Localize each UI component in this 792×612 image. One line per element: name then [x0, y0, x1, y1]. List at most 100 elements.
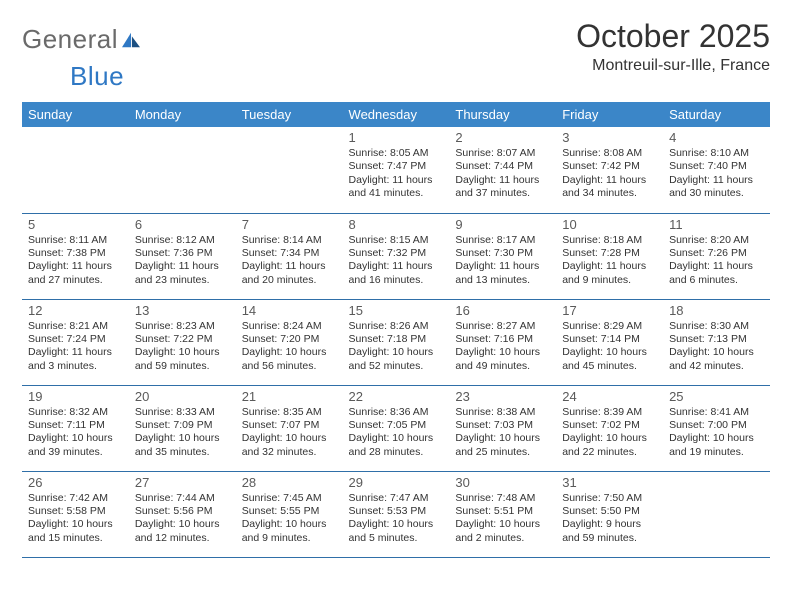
sunset-text: Sunset: 7:18 PM	[349, 333, 444, 346]
sunrise-text: Sunrise: 7:45 AM	[242, 492, 337, 505]
calendar-cell: 25 Sunrise: 8:41 AMSunset: 7:00 PMDayligh…	[663, 385, 770, 471]
calendar-cell-empty	[129, 127, 236, 213]
daylight-text: Daylight: 10 hours and 5 minutes.	[349, 518, 444, 545]
calendar-cell: 24Sunrise: 8:39 AMSunset: 7:02 PMDayligh…	[556, 385, 663, 471]
sunrise-text: Sunrise: 7:48 AM	[455, 492, 550, 505]
logo: General	[22, 18, 144, 55]
daylight-text: Daylight: 10 hours and 49 minutes.	[455, 346, 550, 373]
day-number: 17	[562, 303, 657, 318]
day-info: Sunrise: 8:38 AMSunset: 7:03 PMDaylight:…	[455, 406, 550, 460]
daylight-text: Daylight: 10 hours and 59 minutes.	[135, 346, 230, 373]
day-info: Sunrise: 8:15 AMSunset: 7:32 PMDaylight:…	[349, 234, 444, 288]
daylight-text: Daylight: 10 hours and 19 minutes.	[669, 432, 764, 459]
day-info: Sunrise: 8:10 AMSunset: 7:40 PMDaylight:…	[669, 147, 764, 201]
sunset-text: Sunset: 7:03 PM	[455, 419, 550, 432]
sunrise-text: Sunrise: 8:41 AM	[669, 406, 764, 419]
sunrise-text: Sunrise: 8:08 AM	[562, 147, 657, 160]
daylight-text: Daylight: 10 hours and 32 minutes.	[242, 432, 337, 459]
sunset-text: Sunset: 7:20 PM	[242, 333, 337, 346]
calendar-cell: 2Sunrise: 8:07 AMSunset: 7:44 PMDaylight…	[449, 127, 556, 213]
calendar-row: 1Sunrise: 8:05 AMSunset: 7:47 PMDaylight…	[22, 127, 770, 213]
logo-word1: General	[22, 24, 118, 55]
calendar-cell: 16Sunrise: 8:27 AMSunset: 7:16 PMDayligh…	[449, 299, 556, 385]
calendar-cell: 29Sunrise: 7:47 AMSunset: 5:53 PMDayligh…	[343, 471, 450, 557]
sunset-text: Sunset: 7:44 PM	[455, 160, 550, 173]
day-header: Thursday	[449, 102, 556, 127]
logo-word2: Blue	[22, 61, 124, 92]
calendar-cell: 3 Sunrise: 8:08 AMSunset: 7:42 PMDaylight…	[556, 127, 663, 213]
day-header: Friday	[556, 102, 663, 127]
daylight-text: Daylight: 10 hours and 12 minutes.	[135, 518, 230, 545]
calendar-cell-empty	[236, 127, 343, 213]
sunrise-text: Sunrise: 8:12 AM	[135, 234, 230, 247]
calendar-cell: 13Sunrise: 8:23 AMSunset: 7:22 PMDayligh…	[129, 299, 236, 385]
daylight-text: Daylight: 11 hours and 16 minutes.	[349, 260, 444, 287]
sunrise-text: Sunrise: 7:47 AM	[349, 492, 444, 505]
sunset-text: Sunset: 7:30 PM	[455, 247, 550, 260]
sunrise-text: Sunrise: 8:30 AM	[669, 320, 764, 333]
location-subtitle: Montreuil-sur-Ille, France	[576, 57, 770, 75]
day-header: Wednesday	[343, 102, 450, 127]
day-number: 3	[562, 130, 657, 145]
sunset-text: Sunset: 7:11 PM	[28, 419, 123, 432]
day-header-row: SundayMondayTuesdayWednesdayThursdayFrid…	[22, 102, 770, 127]
calendar-page: General October 2025 Montreuil-sur-Ille,…	[0, 0, 792, 612]
sunset-text: Sunset: 7:05 PM	[349, 419, 444, 432]
sunset-text: Sunset: 7:38 PM	[28, 247, 123, 260]
day-info: Sunrise: 7:44 AMSunset: 5:56 PMDaylight:…	[135, 492, 230, 546]
sunset-text: Sunset: 7:00 PM	[669, 419, 764, 432]
day-info: Sunrise: 8:27 AMSunset: 7:16 PMDaylight:…	[455, 320, 550, 374]
calendar-cell: 12Sunrise: 8:21 AMSunset: 7:24 PMDayligh…	[22, 299, 129, 385]
day-number: 2	[455, 130, 550, 145]
daylight-text: Daylight: 11 hours and 34 minutes.	[562, 174, 657, 201]
daylight-text: Daylight: 10 hours and 56 minutes.	[242, 346, 337, 373]
sunset-text: Sunset: 7:24 PM	[28, 333, 123, 346]
sunset-text: Sunset: 7:16 PM	[455, 333, 550, 346]
sunrise-text: Sunrise: 8:10 AM	[669, 147, 764, 160]
day-info: Sunrise: 8:24 AMSunset: 7:20 PMDaylight:…	[242, 320, 337, 374]
daylight-text: Daylight: 11 hours and 20 minutes.	[242, 260, 337, 287]
sunset-text: Sunset: 7:42 PM	[562, 160, 657, 173]
day-info: Sunrise: 8:36 AMSunset: 7:05 PMDaylight:…	[349, 406, 444, 460]
sunrise-text: Sunrise: 8:39 AM	[562, 406, 657, 419]
day-number: 15	[349, 303, 444, 318]
calendar-cell: 7Sunrise: 8:14 AMSunset: 7:34 PMDaylight…	[236, 213, 343, 299]
sunrise-text: Sunrise: 8:29 AM	[562, 320, 657, 333]
day-info: Sunrise: 8:30 AMSunset: 7:13 PMDaylight:…	[669, 320, 764, 374]
sunrise-text: Sunrise: 7:50 AM	[562, 492, 657, 505]
daylight-text: Daylight: 11 hours and 9 minutes.	[562, 260, 657, 287]
sunset-text: Sunset: 5:56 PM	[135, 505, 230, 518]
day-number: 24	[562, 389, 657, 404]
sunrise-text: Sunrise: 8:18 AM	[562, 234, 657, 247]
day-number: 1	[349, 130, 444, 145]
title-block: October 2025 Montreuil-sur-Ille, France	[576, 18, 770, 75]
daylight-text: Daylight: 10 hours and 25 minutes.	[455, 432, 550, 459]
calendar-row: 26Sunrise: 7:42 AMSunset: 5:58 PMDayligh…	[22, 471, 770, 557]
day-number: 22	[349, 389, 444, 404]
sunrise-text: Sunrise: 8:33 AM	[135, 406, 230, 419]
sunset-text: Sunset: 5:55 PM	[242, 505, 337, 518]
sunrise-text: Sunrise: 8:38 AM	[455, 406, 550, 419]
calendar-cell: 5Sunrise: 8:11 AMSunset: 7:38 PMDaylight…	[22, 213, 129, 299]
calendar-cell: 27Sunrise: 7:44 AMSunset: 5:56 PMDayligh…	[129, 471, 236, 557]
day-number: 6	[135, 217, 230, 232]
day-number: 25	[669, 389, 764, 404]
calendar-cell: 22 Sunrise: 8:36 AMSunset: 7:05 PMDayligh…	[343, 385, 450, 471]
day-info: Sunrise: 7:42 AMSunset: 5:58 PMDaylight:…	[28, 492, 123, 546]
sunrise-text: Sunrise: 7:44 AM	[135, 492, 230, 505]
calendar-cell: 21Sunrise: 8:35 AMSunset: 7:07 PMDayligh…	[236, 385, 343, 471]
daylight-text: Daylight: 10 hours and 2 minutes.	[455, 518, 550, 545]
day-number: 12	[28, 303, 123, 318]
day-number: 9	[455, 217, 550, 232]
day-number: 8	[349, 217, 444, 232]
sunset-text: Sunset: 7:22 PM	[135, 333, 230, 346]
calendar-cell: 26Sunrise: 7:42 AMSunset: 5:58 PMDayligh…	[22, 471, 129, 557]
daylight-text: Daylight: 11 hours and 23 minutes.	[135, 260, 230, 287]
calendar-cell: 10Sunrise: 8:18 AMSunset: 7:28 PMDayligh…	[556, 213, 663, 299]
calendar-cell: 17Sunrise: 8:29 AMSunset: 7:14 PMDayligh…	[556, 299, 663, 385]
day-header: Saturday	[663, 102, 770, 127]
sunset-text: Sunset: 7:13 PM	[669, 333, 764, 346]
sunset-text: Sunset: 5:58 PM	[28, 505, 123, 518]
calendar-cell: 15Sunrise: 8:26 AMSunset: 7:18 PMDayligh…	[343, 299, 450, 385]
sunrise-text: Sunrise: 8:27 AM	[455, 320, 550, 333]
